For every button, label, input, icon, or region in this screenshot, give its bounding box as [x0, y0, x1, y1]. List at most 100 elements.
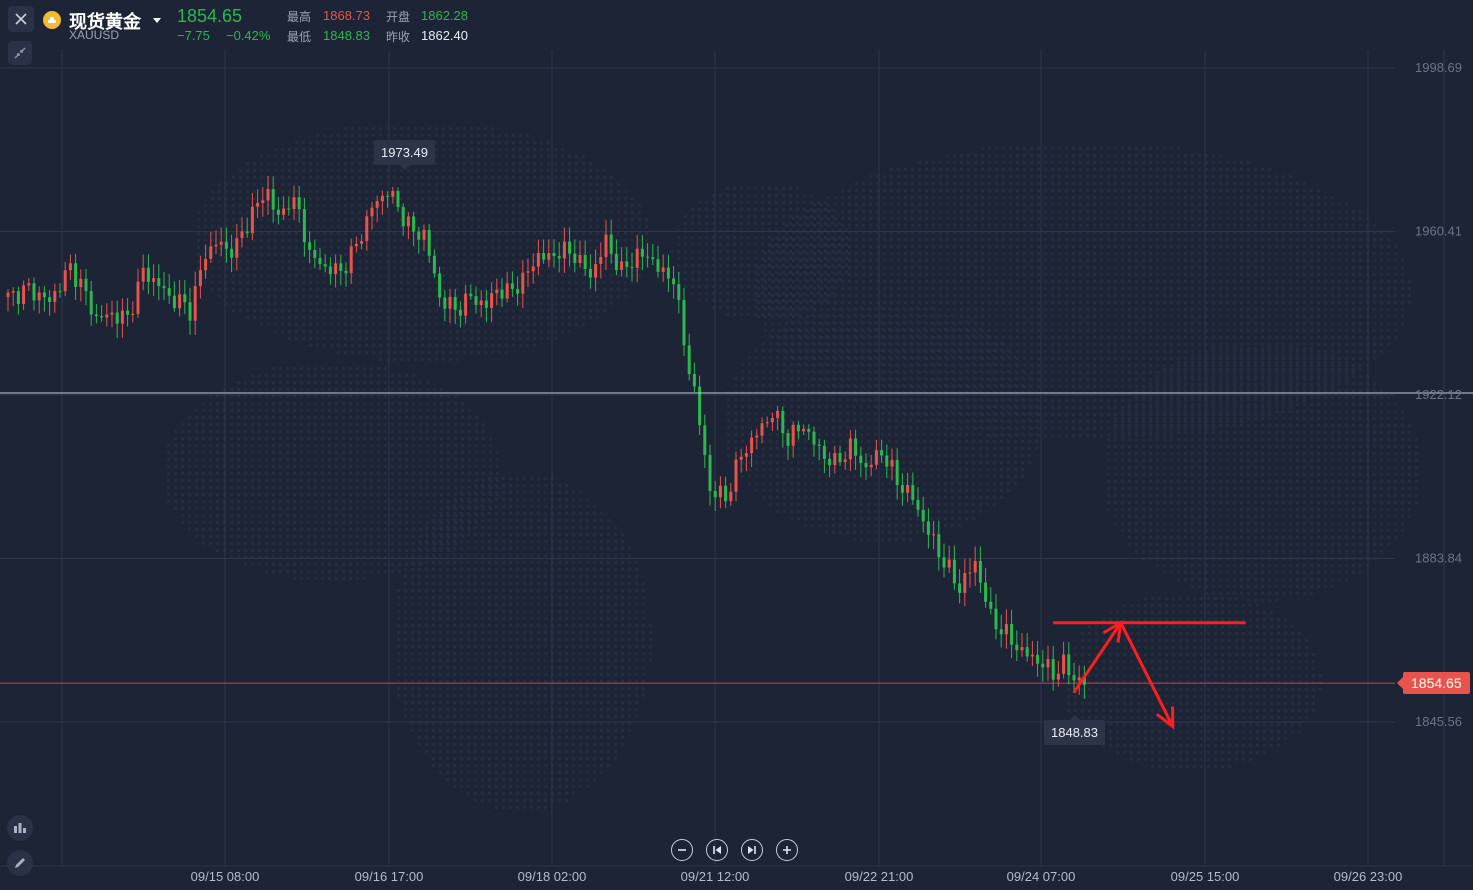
- map-dot: [477, 225, 480, 228]
- map-dot: [481, 743, 484, 746]
- map-dot: [530, 617, 533, 620]
- map-dot: [512, 239, 515, 242]
- map-dot: [421, 295, 424, 298]
- map-dot: [432, 575, 435, 578]
- map-dot: [540, 225, 543, 228]
- map-dot: [558, 792, 561, 795]
- map-dot: [225, 267, 228, 270]
- map-dot: [309, 169, 312, 172]
- map-dot: [398, 465, 401, 468]
- map-dot: [600, 764, 603, 767]
- map-dot: [337, 204, 340, 207]
- map-dot: [288, 155, 291, 158]
- map-dot: [411, 617, 414, 620]
- map-dot: [505, 239, 508, 242]
- map-dot: [209, 521, 212, 524]
- map-dot: [727, 405, 730, 408]
- map-dot: [418, 722, 421, 725]
- map-dot: [328, 423, 331, 426]
- map-dot: [825, 531, 828, 534]
- map-dot: [328, 542, 331, 545]
- map-dot: [167, 479, 170, 482]
- map-dot: [481, 757, 484, 760]
- map-dot: [617, 190, 620, 193]
- map-dot: [400, 358, 403, 361]
- map-dot: [426, 521, 429, 524]
- map-dot: [411, 582, 414, 585]
- map-dot: [432, 645, 435, 648]
- map-dot: [414, 197, 417, 200]
- map-dot: [435, 190, 438, 193]
- map-dot: [481, 771, 484, 774]
- map-dot: [867, 426, 870, 429]
- map-dot: [267, 232, 270, 235]
- map-dot: [624, 218, 627, 221]
- map-dot: [495, 603, 498, 606]
- map-dot: [426, 423, 429, 426]
- map-dot: [624, 274, 627, 277]
- map-dot: [502, 792, 505, 795]
- map-dot: [237, 430, 240, 433]
- map-dot: [579, 526, 582, 529]
- map-dot: [600, 526, 603, 529]
- map-dot: [411, 645, 414, 648]
- map-dot: [839, 426, 842, 429]
- map-dot: [342, 423, 345, 426]
- map-dot: [537, 554, 540, 557]
- map-dot: [425, 603, 428, 606]
- map-dot: [481, 526, 484, 529]
- map-dot: [425, 561, 428, 564]
- map-dot: [349, 549, 352, 552]
- map-dot: [488, 715, 491, 718]
- map-dot: [309, 211, 312, 214]
- map-dot: [316, 316, 319, 319]
- map-dot: [467, 596, 470, 599]
- map-dot: [370, 416, 373, 419]
- map-dot: [540, 232, 543, 235]
- map-dot: [797, 419, 800, 422]
- map-dot: [246, 260, 249, 263]
- map-dot: [330, 197, 333, 200]
- map-dot: [748, 468, 751, 471]
- map-dot: [516, 792, 519, 795]
- map-dot: [412, 465, 415, 468]
- map-dot: [398, 451, 401, 454]
- map-dot: [323, 302, 326, 305]
- map-dot: [853, 496, 856, 499]
- map-dot: [309, 155, 312, 158]
- map-dot: [446, 750, 449, 753]
- map-dot: [628, 568, 631, 571]
- map-dot: [481, 610, 484, 613]
- map-dot: [554, 330, 557, 333]
- map-dot: [386, 288, 389, 291]
- map-dot: [335, 528, 338, 531]
- map-dot: [526, 239, 529, 242]
- map-dot: [316, 183, 319, 186]
- map-dot: [330, 169, 333, 172]
- map-dot: [530, 561, 533, 564]
- map-dot: [384, 451, 387, 454]
- map-dot: [516, 512, 519, 515]
- map-dot: [593, 617, 596, 620]
- map-dot: [414, 211, 417, 214]
- map-dot: [460, 764, 463, 767]
- map-dot: [446, 736, 449, 739]
- map-dot: [397, 617, 400, 620]
- map-dot: [412, 493, 415, 496]
- map-dot: [509, 617, 512, 620]
- map-dot: [498, 253, 501, 256]
- map-dot: [384, 374, 387, 377]
- map-dot: [488, 736, 491, 739]
- map-dot: [209, 451, 212, 454]
- map-dot: [237, 451, 240, 454]
- map-dot: [279, 374, 282, 377]
- map-dot: [321, 374, 324, 377]
- map-dot: [351, 274, 354, 277]
- map-dot: [230, 395, 233, 398]
- map-dot: [586, 666, 589, 669]
- map-dot: [426, 437, 429, 440]
- map-dot: [356, 500, 359, 503]
- map-dot: [463, 183, 466, 186]
